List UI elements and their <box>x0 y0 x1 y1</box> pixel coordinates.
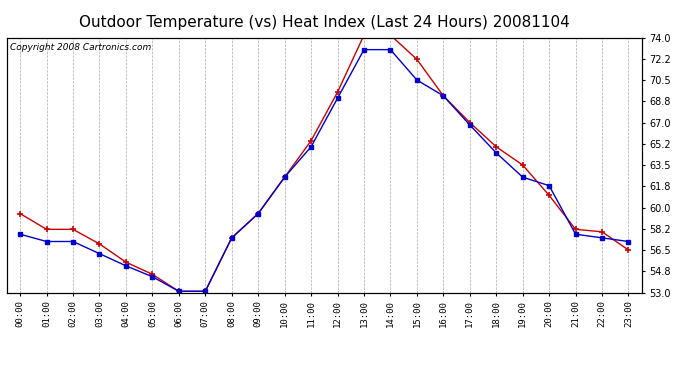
Text: Copyright 2008 Cartronics.com: Copyright 2008 Cartronics.com <box>10 43 151 52</box>
Text: Outdoor Temperature (vs) Heat Index (Last 24 Hours) 20081104: Outdoor Temperature (vs) Heat Index (Las… <box>79 15 570 30</box>
